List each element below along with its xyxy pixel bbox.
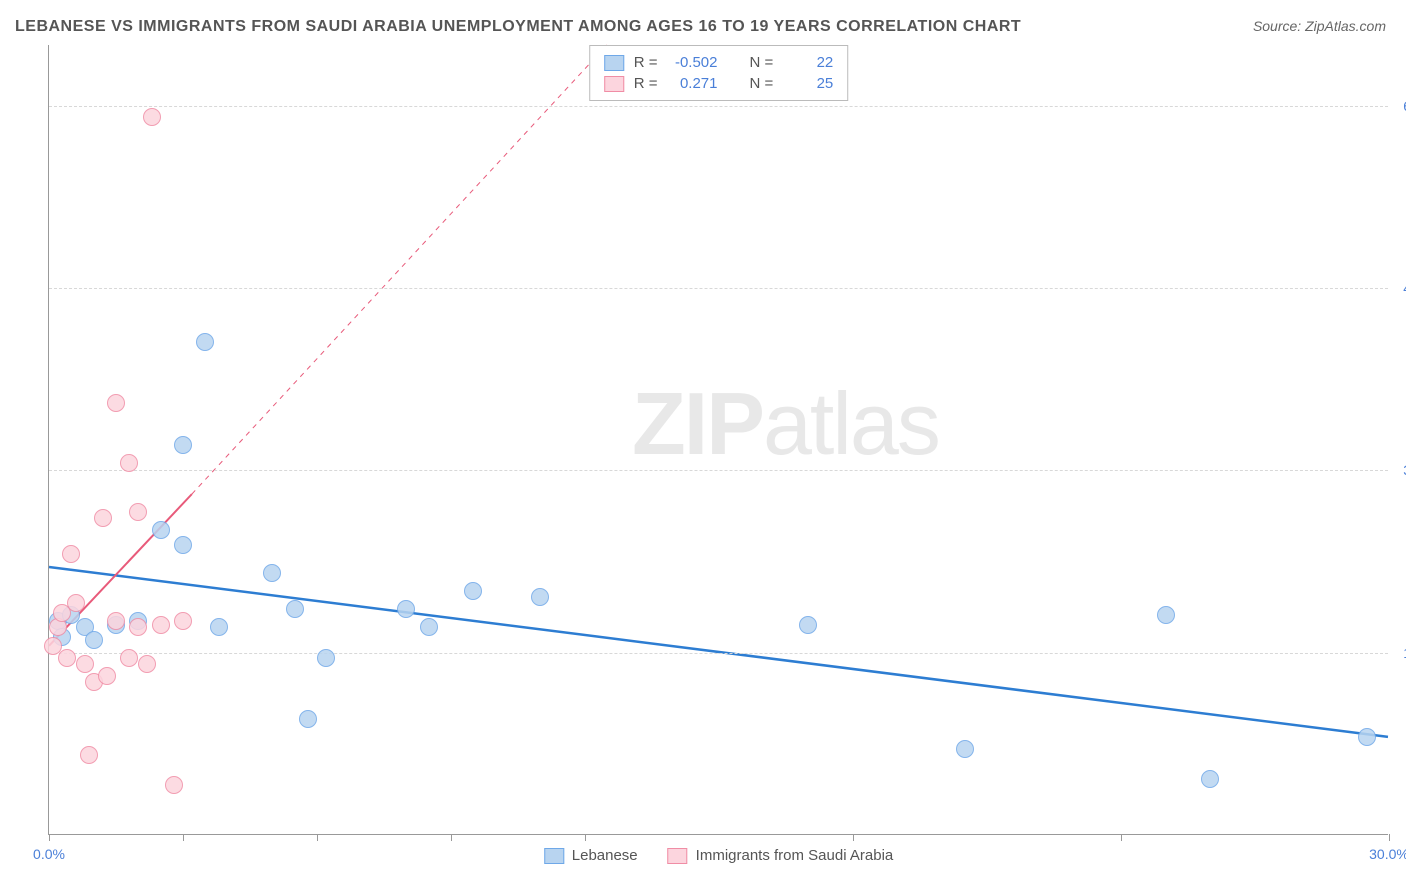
data-point (174, 536, 192, 554)
plot-area: ZIPatlas R = -0.502 N = 22 R = 0.271 N =… (48, 45, 1388, 835)
x-tick (317, 834, 318, 841)
r-label: R = (634, 54, 658, 71)
data-point (62, 545, 80, 563)
x-tick (1389, 834, 1390, 841)
x-tick-label: 0.0% (33, 846, 65, 862)
swatch-saudi (604, 76, 624, 92)
data-point (464, 582, 482, 600)
data-point (1358, 728, 1376, 746)
x-tick (1121, 834, 1122, 841)
gridline (49, 470, 1388, 471)
n-label: N = (750, 54, 774, 71)
data-point (120, 454, 138, 472)
data-point (420, 618, 438, 636)
n-value-lebanese: 22 (783, 54, 833, 71)
data-point (107, 612, 125, 630)
data-point (799, 616, 817, 634)
watermark-bold: ZIP (632, 374, 763, 473)
swatch-saudi (668, 848, 688, 864)
chart-title: LEBANESE VS IMMIGRANTS FROM SAUDI ARABIA… (15, 18, 1021, 36)
data-point (120, 649, 138, 667)
data-point (165, 776, 183, 794)
x-tick (585, 834, 586, 841)
data-point (67, 594, 85, 612)
data-point (531, 588, 549, 606)
n-label: N = (750, 75, 774, 92)
x-tick (49, 834, 50, 841)
data-point (263, 564, 281, 582)
data-point (94, 509, 112, 527)
x-tick-label: 30.0% (1369, 846, 1406, 862)
data-point (1157, 606, 1175, 624)
legend-item-saudi: Immigrants from Saudi Arabia (668, 847, 894, 864)
data-point (76, 655, 94, 673)
data-point (80, 746, 98, 764)
series-legend: Lebanese Immigrants from Saudi Arabia (544, 847, 893, 864)
trend-lines-svg (49, 45, 1388, 834)
r-value-lebanese: -0.502 (668, 54, 718, 71)
x-tick (853, 834, 854, 841)
data-point (286, 600, 304, 618)
gridline (49, 288, 1388, 289)
watermark: ZIPatlas (632, 373, 939, 475)
data-point (956, 740, 974, 758)
data-point (58, 649, 76, 667)
data-point (98, 667, 116, 685)
source-label: Source: ZipAtlas.com (1253, 18, 1386, 34)
data-point (317, 649, 335, 667)
x-tick (451, 834, 452, 841)
n-value-saudi: 25 (783, 75, 833, 92)
data-point (174, 436, 192, 454)
data-point (174, 612, 192, 630)
data-point (1201, 770, 1219, 788)
swatch-lebanese (544, 848, 564, 864)
r-value-saudi: 0.271 (668, 75, 718, 92)
legend-label-lebanese: Lebanese (572, 847, 638, 864)
legend-item-lebanese: Lebanese (544, 847, 638, 864)
correlation-legend-row: R = 0.271 N = 25 (604, 73, 834, 94)
data-point (397, 600, 415, 618)
data-point (107, 394, 125, 412)
data-point (196, 333, 214, 351)
data-point (129, 503, 147, 521)
data-point (210, 618, 228, 636)
r-label: R = (634, 75, 658, 92)
data-point (299, 710, 317, 728)
correlation-legend: R = -0.502 N = 22 R = 0.271 N = 25 (589, 45, 849, 101)
legend-label-saudi: Immigrants from Saudi Arabia (696, 847, 894, 864)
data-point (152, 616, 170, 634)
data-point (138, 655, 156, 673)
data-point (143, 108, 161, 126)
gridline (49, 106, 1388, 107)
data-point (85, 631, 103, 649)
x-tick (183, 834, 184, 841)
swatch-lebanese (604, 55, 624, 71)
watermark-rest: atlas (763, 374, 939, 473)
data-point (152, 521, 170, 539)
correlation-legend-row: R = -0.502 N = 22 (604, 52, 834, 73)
chart-container: LEBANESE VS IMMIGRANTS FROM SAUDI ARABIA… (0, 0, 1406, 892)
gridline (49, 653, 1388, 654)
data-point (129, 618, 147, 636)
